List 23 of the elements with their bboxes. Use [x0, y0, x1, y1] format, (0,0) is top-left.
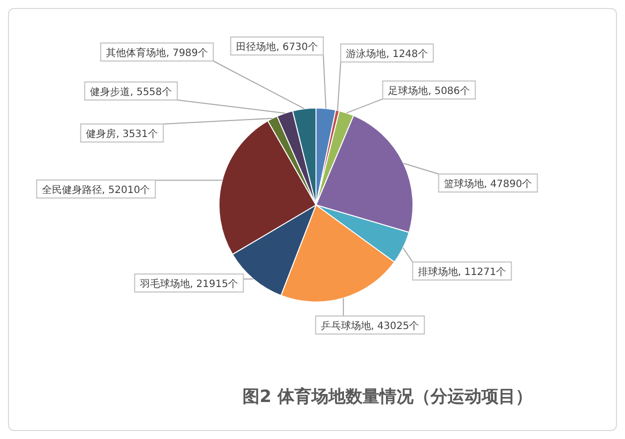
data-label: , 52010个	[102, 184, 150, 196]
slice-label: 其他体育场地	[106, 47, 166, 59]
data-label: , 43025个	[370, 320, 420, 332]
data-label: , 47890个	[484, 178, 532, 190]
data-label: , 3531个	[116, 128, 158, 140]
data-label: , 1248个	[386, 48, 428, 60]
data-label: , 21915个	[190, 278, 238, 290]
data-label: , 6730个	[276, 41, 318, 53]
slice-label: 健身房	[86, 128, 116, 140]
slice-label: 游泳场地	[346, 48, 386, 60]
data-label: , 5558个	[130, 86, 172, 98]
slice-label: 健身步道	[90, 86, 130, 98]
slice-label: 田径场地	[236, 41, 276, 53]
slice-label: 乒乓球场地	[320, 320, 371, 332]
data-label: , 7989个	[166, 47, 208, 59]
data-label: , 5086个	[428, 85, 470, 97]
slice-label: 全民健身路径	[42, 184, 102, 196]
data-label: , 11271个	[458, 266, 506, 278]
slice-label: 排球场地	[418, 266, 458, 278]
slice-label: 羽毛球场地	[140, 278, 190, 290]
slice-label: 足球场地	[388, 85, 428, 97]
text: 图2 体育场地数量情况（分运动项目）	[242, 386, 534, 408]
slice-label: 篮球场地	[444, 178, 484, 190]
